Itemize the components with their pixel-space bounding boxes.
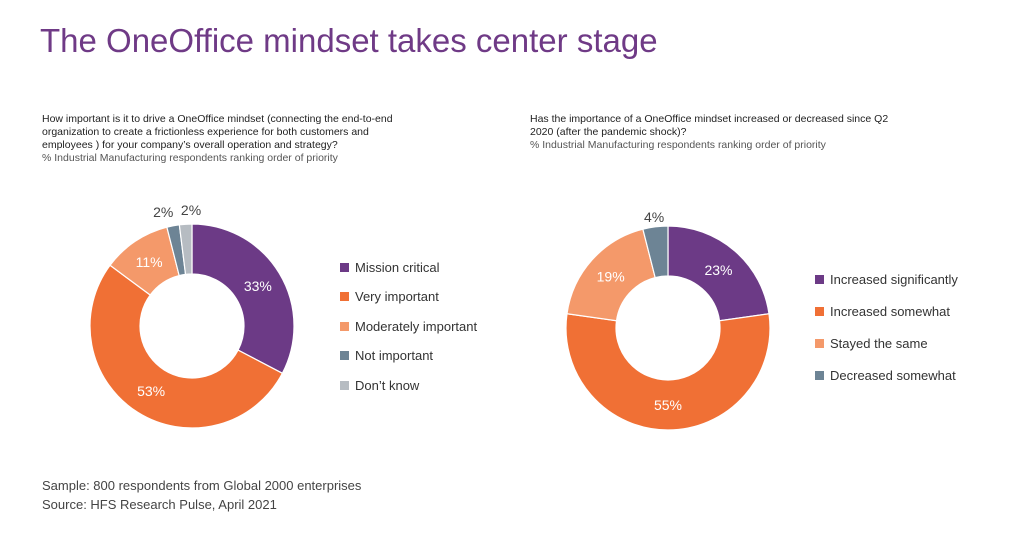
donut-slice-very-important — [89, 264, 284, 429]
left-question-subtitle: % Industrial Manufacturing respondents r… — [42, 152, 338, 164]
legend-swatch-moderately-important — [340, 321, 349, 331]
donut-slice-decreased-somewhat — [642, 225, 669, 279]
donut-slice-increased-somewhat — [565, 313, 771, 431]
change-legend: Increased significantly Increased somewha… — [815, 269, 958, 397]
legend-item-increased-significantly: Increased significantly — [815, 269, 958, 289]
legend-label-moderately-important: Moderately important — [355, 318, 478, 334]
data-label-increased-significantly: 23% — [704, 262, 732, 278]
data-label-decreased-somewhat: 4% — [644, 209, 664, 225]
legend-swatch-increased-somewhat — [815, 306, 824, 316]
legend-swatch-decreased-somewhat — [815, 370, 824, 380]
donut-slice-don-t-know — [178, 223, 193, 276]
legend-label-increased-significantly: Increased significantly — [830, 271, 958, 287]
right-question-text: Has the importance of a OneOffice mindse… — [530, 113, 889, 138]
legend-label-mission-critical: Mission critical — [355, 259, 440, 275]
data-label-not-important: 2% — [153, 204, 173, 220]
legend-label-don-t-know: Don’t know — [355, 377, 420, 393]
data-label-don-t-know: 2% — [181, 202, 201, 218]
legend-swatch-very-important — [340, 292, 349, 301]
data-label-stayed-the-same: 19% — [597, 269, 625, 285]
donut-slice-increased-significantly — [667, 225, 770, 322]
legend-item-increased-somewhat: Increased somewhat — [815, 301, 958, 321]
importance-legend: Mission critical Very important Moderately… — [340, 257, 477, 405]
legend-item-moderately-important: Moderately important — [340, 316, 477, 336]
legend-item-don-t-know: Don’t know — [340, 375, 477, 395]
legend-swatch-don-t-know — [340, 380, 349, 390]
left-question-text: How important is it to drive a OneOffice… — [42, 113, 393, 151]
legend-item-stayed-the-same: Stayed the same — [815, 333, 958, 353]
legend-item-decreased-somewhat: Decreased somewhat — [815, 365, 958, 385]
legend-swatch-increased-significantly — [815, 274, 824, 284]
sample-note: Sample: 800 respondents from Global 2000… — [42, 478, 362, 493]
page-title: The OneOffice mindset takes center stage — [40, 22, 658, 59]
legend-label-decreased-somewhat: Decreased somewhat — [830, 367, 956, 383]
legend-label-stayed-the-same: Stayed the same — [830, 335, 928, 351]
legend-swatch-stayed-the-same — [815, 338, 824, 348]
legend-label-not-important: Not important — [355, 348, 434, 363]
legend-item-not-important: Not important — [340, 346, 477, 366]
change-donut-chart: 23% 55% 19% 4% — [565, 209, 771, 431]
right-question: Has the importance of a OneOffice mindse… — [530, 113, 890, 152]
legend-label-very-important: Very important — [355, 289, 439, 304]
importance-donut-chart: 33% 53% 11% 2% 2% — [89, 202, 295, 429]
donut-slice-mission-critical — [191, 223, 295, 375]
legend-swatch-not-important — [340, 351, 349, 360]
legend-item-mission-critical: Mission critical — [340, 257, 477, 277]
right-question-subtitle: % Industrial Manufacturing respondents r… — [530, 139, 826, 151]
legend-label-increased-somewhat: Increased somewhat — [830, 303, 950, 319]
legend-swatch-mission-critical — [340, 262, 349, 272]
data-label-very-important: 53% — [137, 383, 165, 399]
legend-item-very-important: Very important — [340, 287, 477, 307]
data-label-increased-somewhat: 55% — [654, 397, 682, 413]
data-label-moderately-important: 11% — [136, 254, 163, 270]
data-label-mission-critical: 33% — [244, 278, 272, 294]
source-note: Source: HFS Research Pulse, April 2021 — [42, 497, 277, 512]
left-question: How important is it to drive a OneOffice… — [42, 113, 422, 165]
footnote: Sample: 800 respondents from Global 2000… — [42, 476, 361, 514]
